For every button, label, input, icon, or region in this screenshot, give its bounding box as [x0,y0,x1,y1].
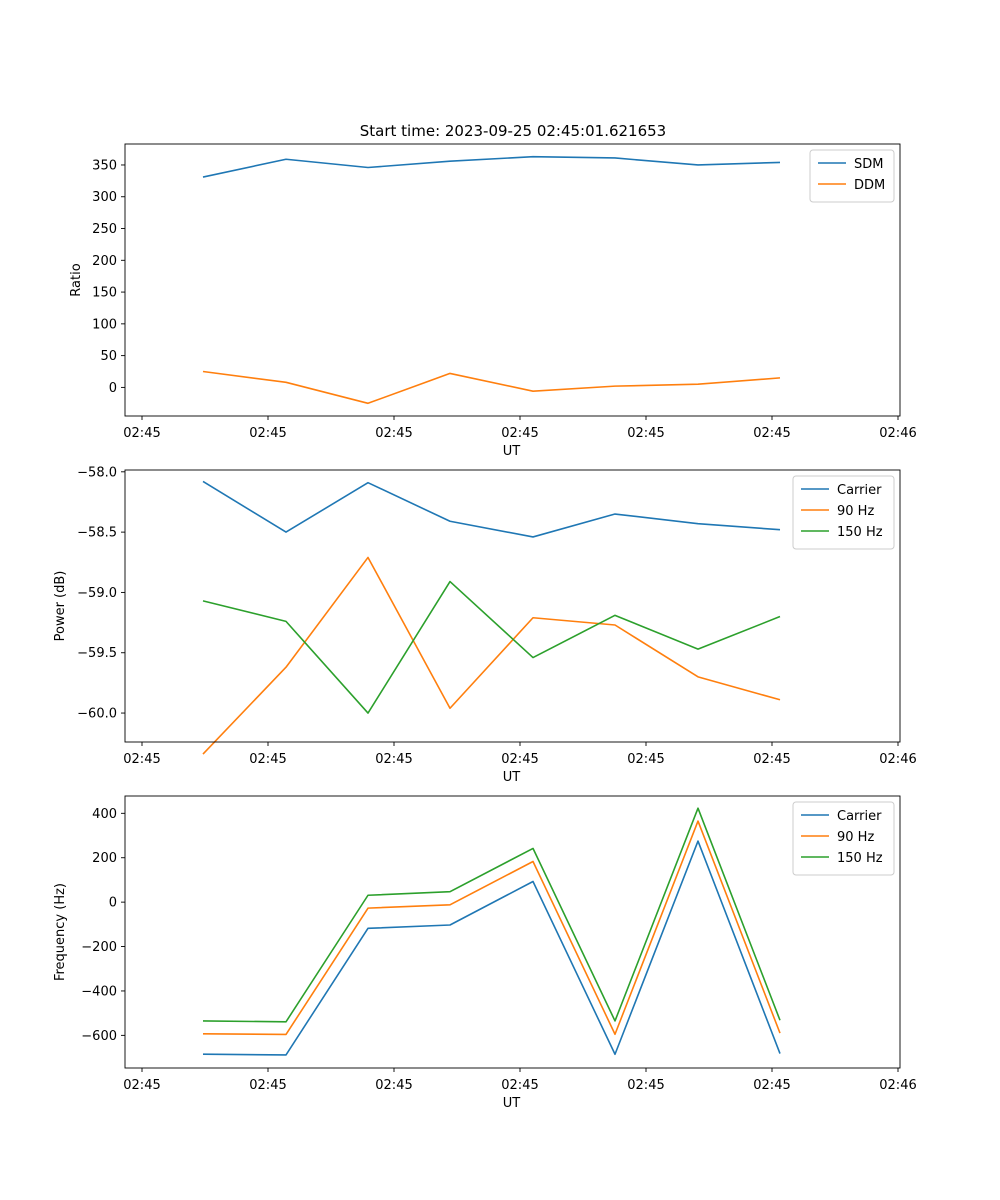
x-tick-label: 02:45 [627,426,664,441]
x-tick-label: 02:46 [879,752,916,767]
y-axis-label: Frequency (Hz) [53,883,68,981]
axes-frame [124,143,901,417]
series-line-carrier [202,840,781,1056]
subplots: 02:45 02:45 02:45 02:45 02:45 02:45 02:46 0 50 10… [53,143,917,1111]
x-tick-label: 02:45 [501,1078,538,1093]
x-tick-label: 02:46 [879,1078,916,1093]
y-tick-label: 250 [92,222,117,237]
legend: SDM DDM [809,149,895,203]
x-tick-label: 02:45 [123,1078,160,1093]
x-tick-label: 02:45 [249,752,286,767]
y-tick-label: 0 [109,896,117,911]
subplot-1: 02:45 02:45 02:45 02:45 02:45 02:45 02:46 0 50 10… [69,143,917,459]
y-tick-label: −59.5 [77,646,117,661]
legend-label: DDM [854,178,885,193]
axes-frame [124,795,901,1069]
y-tick-label: −58.0 [77,465,117,480]
legend-label: SDM [854,157,883,172]
series-line-90-hz [202,556,781,755]
x-tick-label: 02:45 [753,1078,790,1093]
x-axis-label: UT [503,444,521,459]
x-tick-label: 02:46 [879,426,916,441]
series-line-150-hz [202,807,781,1023]
series-line-sdm [202,155,781,178]
legend-label: Carrier [837,809,882,824]
subplot-3: 02:45 02:45 02:45 02:45 02:45 02:45 02:46 −600 −… [53,795,917,1111]
legend: Carrier 90 Hz 150 Hz [792,801,895,876]
series-line-carrier [202,480,781,538]
axes-frame [124,469,901,743]
y-tick-label: 100 [92,317,117,332]
subplot-2: 02:45 02:45 02:45 02:45 02:45 02:45 02:46 −60.0… [53,465,917,785]
x-tick-label: 02:45 [249,1078,286,1093]
legend-label: 90 Hz [837,830,874,845]
y-tick-label: −400 [81,984,117,999]
x-tick-label: 02:45 [501,426,538,441]
y-axis-label: Ratio [69,263,84,296]
x-tick-label: 02:45 [375,1078,412,1093]
y-tick-label: −60.0 [77,707,117,722]
y-tick-label: −600 [81,1029,117,1044]
legend-label: 150 Hz [837,851,883,866]
x-axis-label: UT [503,770,521,785]
x-tick-label: 02:45 [123,752,160,767]
y-tick-label: −58.5 [77,526,117,541]
y-tick-label: 200 [92,254,117,269]
y-tick-label: −200 [81,940,117,955]
x-tick-label: 02:45 [249,426,286,441]
x-tick-label: 02:45 [627,1078,664,1093]
legend-label: 150 Hz [837,525,883,540]
x-tick-label: 02:45 [627,752,664,767]
x-tick-label: 02:45 [753,426,790,441]
legend: Carrier 90 Hz 150 Hz [792,475,895,550]
series-line-150-hz [202,580,781,714]
figure-title: Start time: 2023-09-25 02:45:01.621653 [360,122,666,140]
series-line-90-hz [202,820,781,1036]
y-axis-label: Power (dB) [53,571,68,642]
y-tick-label: 0 [109,381,117,396]
y-tick-label: 400 [92,807,117,822]
y-tick-label: 300 [92,190,117,205]
legend-label: 90 Hz [837,504,874,519]
x-tick-label: 02:45 [375,426,412,441]
x-tick-label: 02:45 [501,752,538,767]
series-line-ddm [202,370,781,405]
y-tick-label: 50 [100,349,117,364]
x-tick-label: 02:45 [375,752,412,767]
y-tick-label: −59.0 [77,586,117,601]
y-tick-label: 200 [92,851,117,866]
y-tick-label: 150 [92,286,117,301]
y-tick-label: 350 [92,158,117,173]
x-tick-label: 02:45 [753,752,790,767]
x-axis-label: UT [503,1096,521,1111]
x-tick-label: 02:45 [123,426,160,441]
legend-label: Carrier [837,483,882,498]
